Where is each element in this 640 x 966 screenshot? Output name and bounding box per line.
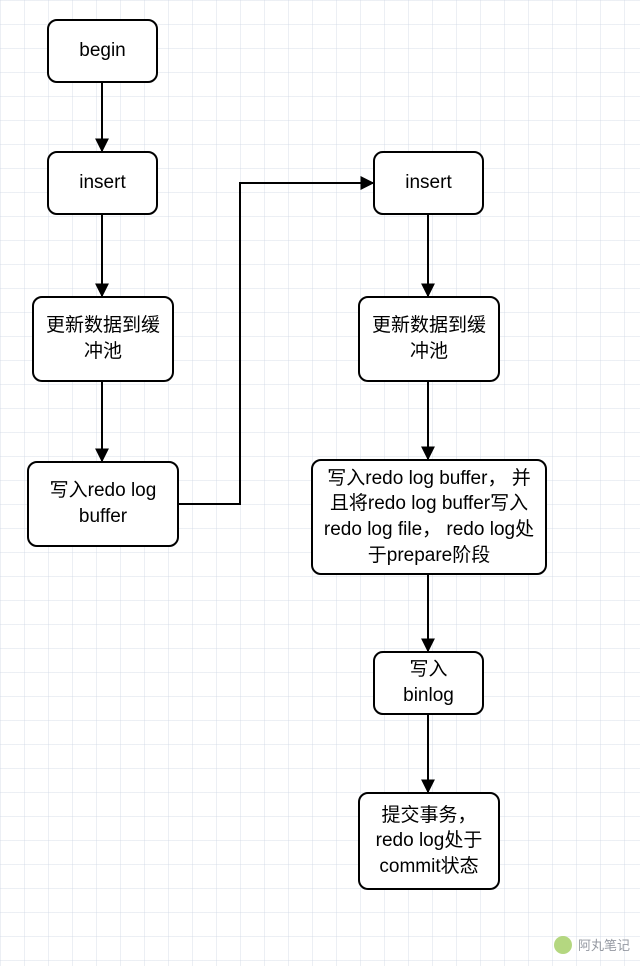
node-redo-buffer-1: 写入redo log buffer [27, 461, 179, 547]
node-begin: begin [47, 19, 158, 83]
node-insert-1: insert [47, 151, 158, 215]
node-binlog: 写入binlog [373, 651, 484, 715]
wechat-icon [554, 936, 572, 954]
watermark-text: 阿丸笔记 [578, 935, 630, 954]
watermark: 阿丸笔记 [554, 935, 630, 954]
node-insert-2: insert [373, 151, 484, 215]
node-commit: 提交事务， redo log处于commit状态 [358, 792, 500, 890]
node-buffer-2: 更新数据到缓冲池 [358, 296, 500, 382]
node-redo-prepare: 写入redo log buffer， 并且将redo log buffer写入r… [311, 459, 547, 575]
node-buffer-1: 更新数据到缓冲池 [32, 296, 174, 382]
